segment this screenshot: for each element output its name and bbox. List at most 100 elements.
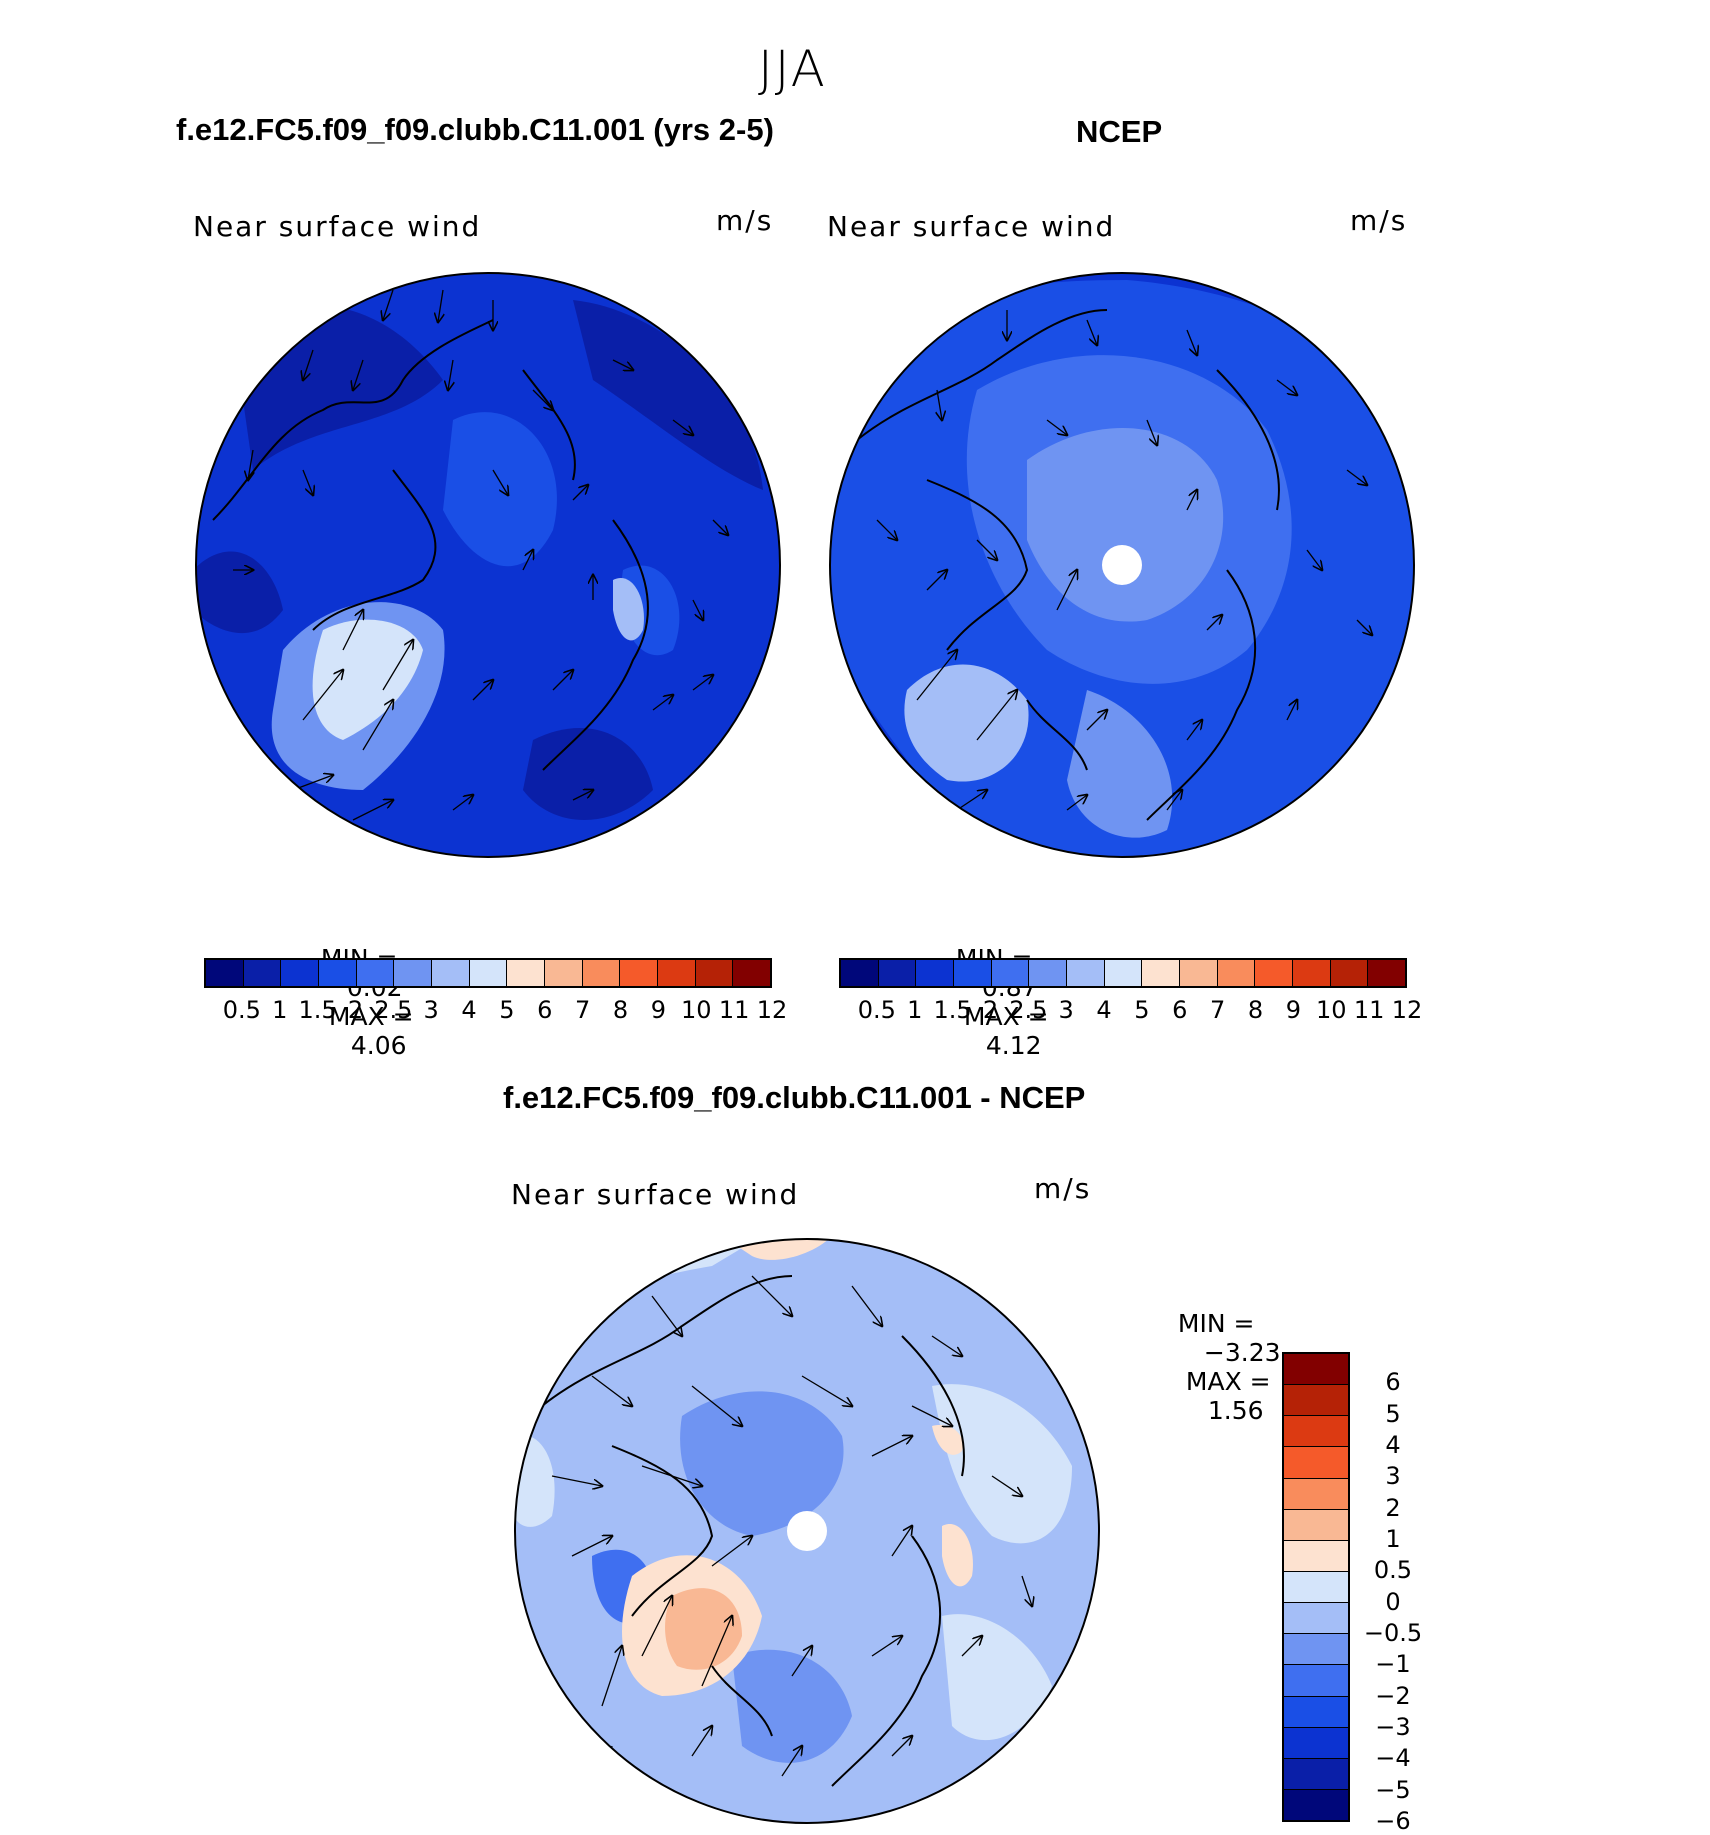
colorbar-tick-label: 12: [756, 996, 788, 1024]
colorbar-swatch: [506, 960, 545, 986]
colorbar-tick-label: 1: [907, 996, 923, 1024]
colorbar-swatch: [1028, 960, 1067, 986]
model-calm-region: [523, 728, 653, 820]
colorbar-swatch: [990, 960, 1029, 986]
difference-positive-region: [932, 1425, 963, 1455]
colorbar-tick-label: 11: [1353, 996, 1385, 1024]
ncep-max-value: 4.12: [985, 1031, 1042, 1060]
difference-min-value: −3.23: [1203, 1338, 1281, 1367]
colorbar-tick-label: −3: [1375, 1713, 1411, 1741]
colorbar-tick-label: −1: [1375, 1650, 1411, 1679]
colorbar-tick-label: 2.5: [374, 996, 413, 1024]
colorbar-tick-label: 0.5: [857, 996, 896, 1024]
colorbar-swatch: [1216, 960, 1255, 986]
colorbar-tick-label: 1: [272, 996, 288, 1024]
colorbar-swatch: [732, 960, 771, 986]
colorbar-swatch: [431, 960, 469, 986]
model-units-label: m/s: [716, 204, 774, 237]
colorbar-swatch: [1284, 1757, 1348, 1789]
model-coastline: [212, 319, 649, 771]
colorbar-tick-label: 1: [1385, 1525, 1401, 1553]
difference-min-label: MIN =: [1177, 1309, 1255, 1338]
colorbar-swatch: [1141, 960, 1180, 986]
colorbar-tick-label: 3: [423, 996, 439, 1024]
difference-min-max: MIN = −3.23 MAX = 1.56: [1162, 1280, 1281, 1425]
season-title: JJA: [758, 40, 827, 98]
colorbar-swatch: [619, 960, 658, 986]
colorbar-tick-label: 1.5: [933, 996, 972, 1024]
ncep-colorbar: [839, 958, 1407, 988]
colorbar-tick-label: 2.5: [1009, 996, 1048, 1024]
ncep-panel-title: NCEP: [1076, 114, 1163, 149]
colorbar-swatch: [468, 960, 507, 986]
colorbar-swatch: [206, 960, 243, 986]
difference-slight-negative: [942, 1614, 1052, 1741]
colorbar-tick-label: −2: [1375, 1681, 1411, 1710]
colorbar-tick-label: 8: [612, 996, 629, 1024]
colorbar-swatch: [1284, 1664, 1348, 1696]
colorbar-tick-label: 9: [650, 996, 667, 1024]
colorbar-swatch: [1284, 1726, 1348, 1758]
colorbar-tick-label: 4: [1385, 1431, 1401, 1459]
colorbar-tick-label: 0: [1385, 1587, 1401, 1616]
colorbar-tick-label: 11: [718, 996, 750, 1024]
colorbar-swatch: [1292, 960, 1330, 986]
colorbar-tick-label: 2: [1385, 1493, 1401, 1522]
model-variable-label: Near surface wind: [193, 210, 482, 243]
colorbar-tick-label: 5: [1134, 996, 1150, 1024]
colorbar-swatch: [1284, 1415, 1348, 1447]
difference-colorbar: [1282, 1352, 1350, 1822]
colorbar-tick-label: 6: [537, 996, 553, 1024]
difference-negative-region: [680, 1391, 844, 1536]
colorbar-swatch: [841, 960, 878, 986]
difference-max-value: 1.56: [1207, 1396, 1264, 1425]
model-panel-title: f.e12.FC5.f09_f09.clubb.C11.001 (yrs 2-5…: [176, 112, 774, 147]
colorbar-swatch: [581, 960, 620, 986]
difference-units-label: m/s: [1034, 1172, 1092, 1205]
difference-pole-hole: [787, 1511, 827, 1551]
model-colorbar-ticks: 0.5 1 1.5 2 2.5 3 4 5 6 7 8 9 10 11 12: [204, 996, 788, 1026]
difference-negative-region: [732, 1649, 852, 1763]
colorbar-tick-label: 10: [680, 996, 712, 1024]
colorbar-swatch: [1284, 1695, 1348, 1727]
colorbar-tick-label: 7: [575, 996, 591, 1024]
colorbar-swatch: [1284, 1539, 1348, 1571]
colorbar-swatch: [1254, 960, 1293, 986]
colorbar-swatch: [242, 960, 281, 986]
model-colorbar: [204, 958, 772, 988]
colorbar-tick-label: 0.5: [222, 996, 261, 1024]
ncep-wind-vectors: [876, 310, 1372, 811]
model-polar-map: [195, 272, 781, 858]
colorbar-tick-label: 0.5: [1373, 1556, 1413, 1585]
ncep-units-label: m/s: [1350, 204, 1408, 237]
colorbar-swatch: [1329, 960, 1368, 986]
colorbar-swatch: [953, 960, 991, 986]
colorbar-tick-label: 4: [1096, 996, 1112, 1024]
ncep-max-label: MAX =: [963, 1002, 1049, 1031]
colorbar-tick-label: 4: [461, 996, 477, 1024]
colorbar-swatch: [1066, 960, 1104, 986]
colorbar-swatch: [1284, 1354, 1348, 1385]
difference-panel-title: f.e12.FC5.f09_f09.clubb.C11.001 - NCEP: [503, 1080, 1086, 1115]
colorbar-swatch: [1284, 1477, 1348, 1509]
model-calm-region: [573, 300, 763, 490]
difference-positive-region: [942, 1524, 973, 1587]
colorbar-tick-label: 10: [1315, 996, 1347, 1024]
colorbar-swatch: [1103, 960, 1142, 986]
colorbar-swatch: [694, 960, 733, 986]
colorbar-swatch: [1367, 960, 1406, 986]
difference-slight-negative: [932, 1384, 1072, 1544]
colorbar-tick-label: −6: [1375, 1807, 1411, 1835]
colorbar-tick-label: 5: [499, 996, 515, 1024]
colorbar-swatch: [1284, 1788, 1348, 1821]
colorbar-tick-label: 6: [1385, 1368, 1401, 1397]
model-high-wind-region: [613, 578, 644, 641]
difference-colorbar-ticks: 6 5 4 3 2 1 0.5 0 −0.5 −1 −2 −3 −4 −5 −6: [1358, 1352, 1468, 1835]
colorbar-tick-label: 3: [1385, 1462, 1401, 1491]
colorbar-swatch: [877, 960, 916, 986]
colorbar-tick-label: 9: [1285, 996, 1302, 1024]
colorbar-swatch: [1179, 960, 1217, 986]
difference-positive-region: [665, 1588, 742, 1670]
colorbar-swatch: [544, 960, 582, 986]
difference-polar-map: [514, 1238, 1100, 1824]
